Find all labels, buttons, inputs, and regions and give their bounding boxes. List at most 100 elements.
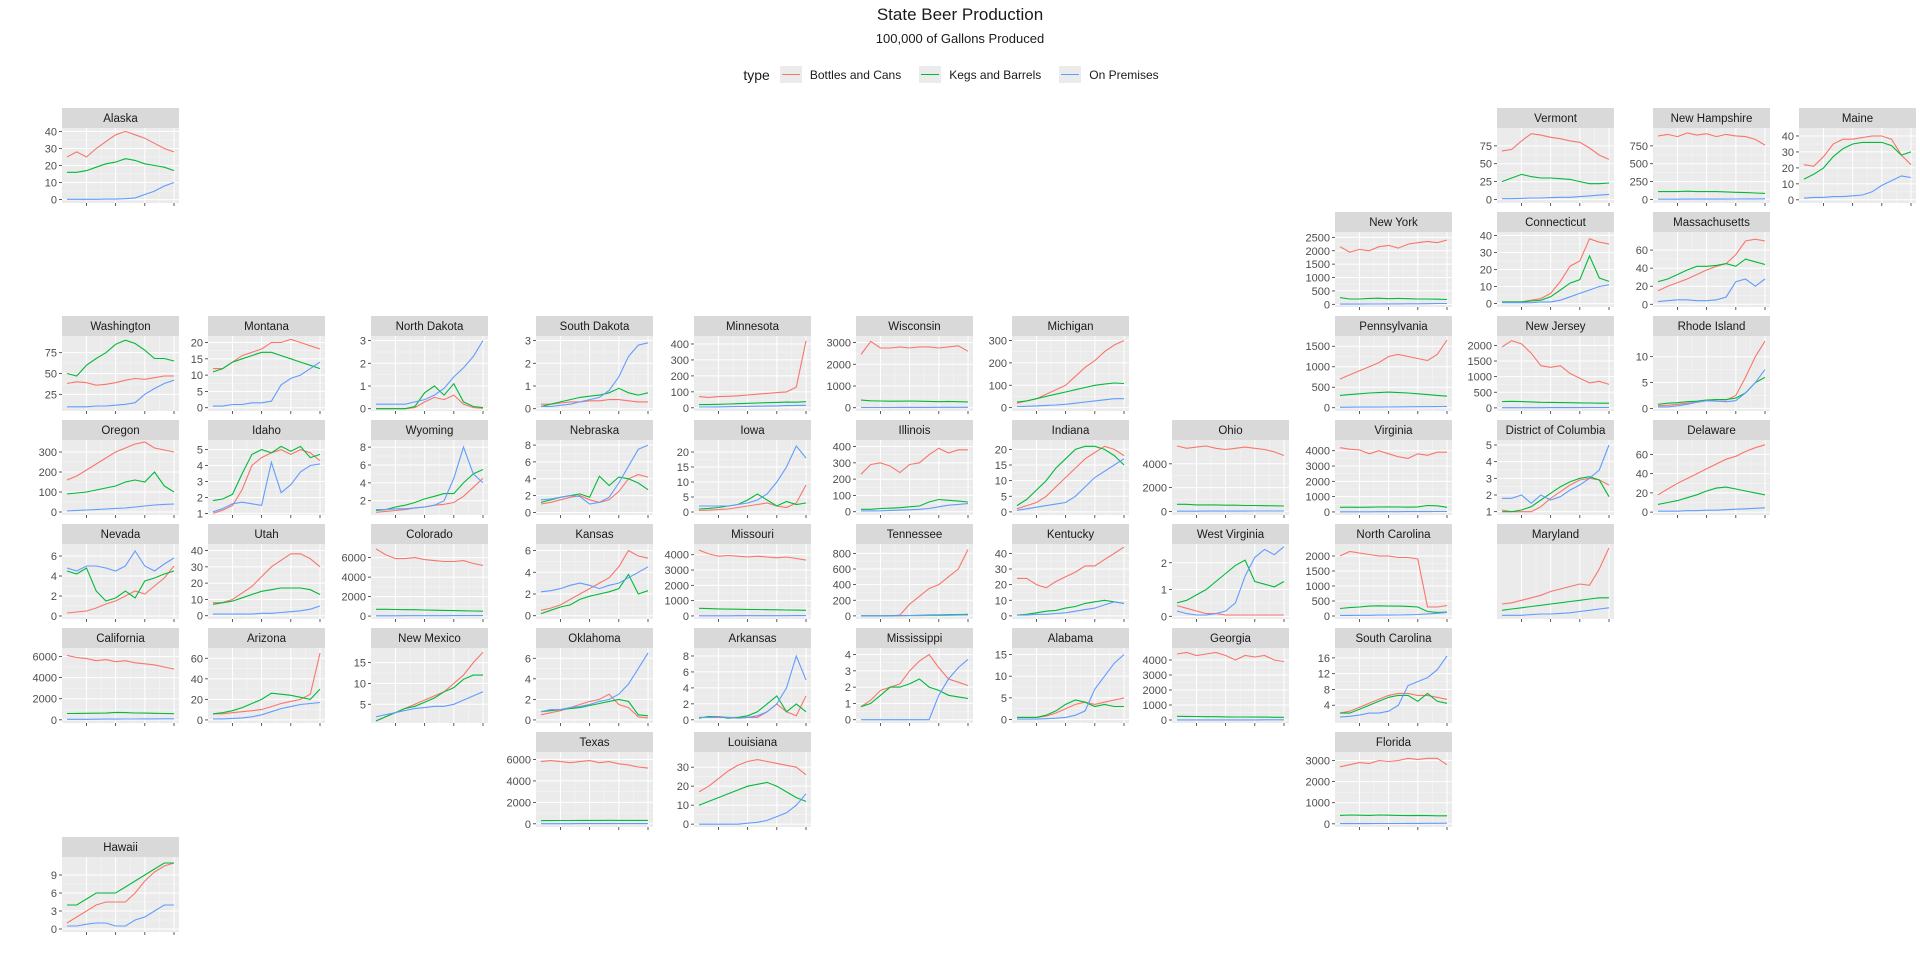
y-tick-label: 1 [360,381,366,393]
series-line-on-premises [376,340,484,405]
series-line-bottles-and-cans [860,340,969,355]
y-tick-label: 2 [525,358,531,370]
facet-title: New Mexico [398,633,461,645]
series-line-kegs-and-barrels [66,711,175,715]
facet-title: Indiana [1052,425,1090,437]
facet-strip [1172,628,1289,648]
y-tick-label: 0 [845,403,851,415]
panel-background [536,544,653,619]
facet-title: Nebraska [570,425,620,437]
y-tick-label: 3000 [827,338,851,350]
y-tick-label: 400 [671,339,689,351]
y-tick-label: 2000 [1306,476,1330,488]
facet-strip [536,420,653,440]
facet-illinois: Illinois 0 100 200 300 400 [833,420,973,519]
series-line-bottles-and-cans [1339,692,1448,714]
y-tick-label: 6 [525,546,531,558]
facet-strip [62,316,179,336]
series-line-on-premises [1340,302,1447,305]
series-line-on-premises [212,460,321,513]
y-tick-label: 9 [51,870,57,882]
facet-texas: Texas 0 2000 4000 6000 [507,732,653,831]
y-tick-label: 0 [51,195,57,207]
facet-michigan: Michigan 0 100 200 300 [989,316,1129,415]
y-tick-label: 60 [191,653,203,665]
series-line-on-premises [699,444,807,507]
panel-background [1335,440,1452,515]
y-tick-label: 0 [683,403,689,415]
facet-strip [62,108,179,128]
legend: type Bottles and Cans Kegs and Barrels O… [0,66,1920,83]
series-line-kegs-and-barrels [66,471,175,495]
series-line-bottles-and-cans [1657,444,1766,496]
y-tick-label: 2 [683,699,689,711]
y-tick-label: 100 [989,380,1007,392]
facet-strip [1497,316,1614,336]
y-tick-label: 0 [525,507,531,519]
series-line-bottles-and-cans [1176,445,1285,457]
facet-maryland: Maryland [1497,524,1614,622]
y-tick-label: 3000 [665,565,689,577]
y-tick-label: 10 [995,595,1007,607]
y-tick-label: 0 [51,715,57,727]
y-tick-label: 20 [677,447,689,459]
y-tick-label: 6000 [33,651,57,663]
facet-strip [1335,316,1452,336]
y-tick-label: 40 [1636,469,1648,481]
facet-vermont: Vermont 0 25 50 75 [1480,108,1614,206]
series-line-on-premises [1016,398,1124,408]
y-tick-label: 500 [1312,286,1330,298]
panel-background [1335,232,1452,307]
y-tick-label: 2000 [1468,340,1492,352]
facet-missouri: Missouri 0 1000 2000 3000 4000 [665,524,811,623]
series-line-kegs-and-barrels [212,351,321,373]
facet-new-jersey: New Jersey 0 500 1000 1500 2000 [1468,316,1614,415]
y-tick-label: 0 [1324,819,1330,831]
facet-ohio: Ohio 0 2000 4000 [1143,420,1289,518]
y-tick-label: 8 [525,440,531,452]
y-tick-label: 20 [191,338,203,350]
panel-background [694,544,811,619]
y-tick-label: 40 [191,674,203,686]
y-tick-label: 1000 [1306,798,1330,810]
y-tick-label: 200 [39,467,57,479]
y-tick-label: 0 [51,924,57,936]
facet-strip [208,316,325,336]
series-line-kegs-and-barrels [861,498,969,510]
facet-district-of-columbia: District of Columbia 1 2 3 4 5 [1486,420,1614,519]
y-tick-label: 1500 [1306,341,1330,353]
series-line-on-premises [1339,405,1448,408]
facet-tennessee: Tennessee 0 200 400 600 800 [833,524,973,623]
series-line-on-premises [1658,369,1766,408]
facet-strip [694,732,811,752]
y-tick-label: 0 [1642,299,1648,311]
series-line-bottles-and-cans [212,449,321,514]
series-line-on-premises [67,181,175,200]
facet-strip [1799,108,1916,128]
facet-strip [1012,316,1129,336]
facet-title: Maryland [1532,529,1579,541]
series-line-on-premises [1658,507,1766,512]
facet-strip [62,420,179,440]
y-tick-label: 0 [1001,611,1007,623]
legend-label-bottles: Bottles and Cans [809,67,902,82]
facet-title: Connecticut [1525,217,1587,229]
facet-nebraska: Nebraska 0 2 4 6 8 [525,420,653,519]
y-tick-label: 6 [683,667,689,679]
y-tick-label: 3 [197,476,203,488]
series-line-bottles-and-cans [699,695,807,718]
series-line-bottles-and-cans [66,565,175,614]
y-tick-label: 3 [525,336,531,348]
series-line-on-premises [1502,284,1610,304]
facet-strip [694,420,811,440]
facet-title: Kentucky [1047,529,1095,541]
y-tick-label: 4 [1324,700,1330,712]
facet-new-hampshire: New Hampshire 0 250 500 750 [1630,108,1770,206]
facet-title: District of Columbia [1506,425,1606,437]
facet-strip [1172,420,1289,440]
y-tick-label: 3 [1486,473,1492,485]
panel-background [62,440,179,515]
facet-strip [1012,524,1129,544]
y-tick-label: 6 [360,460,366,472]
y-tick-label: 10 [677,477,689,489]
